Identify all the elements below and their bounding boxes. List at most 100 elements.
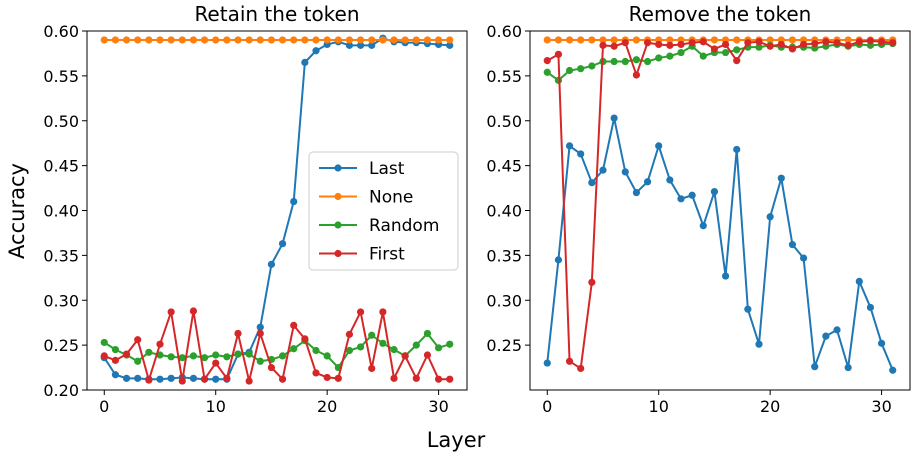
data-point-none bbox=[301, 36, 309, 44]
data-point-last bbox=[811, 363, 819, 371]
data-point-last bbox=[799, 254, 808, 262]
data-point-first bbox=[688, 39, 696, 47]
data-point-random bbox=[200, 354, 209, 362]
data-point-first bbox=[390, 374, 398, 382]
data-point-random bbox=[721, 48, 730, 57]
data-point-random bbox=[368, 331, 376, 339]
data-point-none bbox=[134, 36, 142, 44]
data-point-last bbox=[744, 305, 752, 313]
data-point-none bbox=[267, 36, 276, 44]
data-point-first bbox=[554, 50, 563, 58]
data-point-none bbox=[390, 36, 398, 44]
data-point-first bbox=[799, 40, 808, 49]
data-point-none bbox=[145, 36, 153, 44]
y-tick-label: 0.40 bbox=[43, 202, 79, 221]
data-point-first bbox=[610, 42, 618, 50]
y-tick-label: 0.55 bbox=[486, 67, 522, 86]
legend-label: Last bbox=[369, 159, 405, 179]
series-line-first bbox=[103, 310, 450, 383]
legend-label: None bbox=[369, 188, 413, 208]
data-point-first bbox=[866, 37, 875, 45]
data-point-last bbox=[122, 374, 131, 382]
y-tick-label: 0.30 bbox=[43, 291, 79, 310]
data-point-last bbox=[256, 323, 264, 331]
data-point-random bbox=[565, 66, 574, 75]
data-point-first bbox=[134, 336, 142, 344]
data-point-last bbox=[267, 260, 276, 268]
data-point-first bbox=[543, 57, 551, 65]
y-tick-label: 0.50 bbox=[43, 112, 79, 131]
y-tick-label: 0.50 bbox=[486, 112, 522, 131]
data-point-first bbox=[721, 40, 730, 49]
data-point-first bbox=[267, 363, 276, 372]
plot-area: 0 10 20 30 0.25 0.30 0.35 0.40 0.45 0.50 0.55 0.60 bbox=[486, 22, 897, 416]
data-point-last bbox=[134, 374, 142, 382]
data-point-random bbox=[434, 344, 443, 352]
data-point-first bbox=[379, 308, 387, 316]
data-point-none bbox=[278, 36, 287, 44]
data-point-first bbox=[223, 374, 231, 382]
y-tick-label: 0.40 bbox=[486, 202, 522, 221]
data-point-last bbox=[677, 195, 685, 203]
x-tick-label: 30 bbox=[428, 397, 448, 416]
data-point-random bbox=[134, 357, 142, 365]
legend-box bbox=[308, 151, 459, 271]
data-point-last bbox=[822, 332, 830, 340]
x-tick-label: 0 bbox=[99, 397, 109, 416]
panel-title: Retain the token bbox=[194, 2, 359, 26]
data-point-last bbox=[632, 188, 641, 197]
x-tick-label: 10 bbox=[206, 397, 226, 416]
data-point-none bbox=[788, 36, 797, 44]
data-point-first bbox=[811, 39, 819, 48]
y-tick-label: 0.25 bbox=[43, 336, 79, 355]
data-point-random bbox=[588, 62, 596, 70]
data-point-random bbox=[256, 357, 264, 365]
plot-area: 0 10 20 30 0.20 0.25 0.30 0.35 0.40 0.45 0.50 0.55 0… bbox=[43, 22, 454, 416]
data-point-none bbox=[111, 36, 120, 44]
data-point-first bbox=[877, 38, 886, 46]
data-point-first bbox=[178, 377, 186, 385]
data-point-first bbox=[156, 340, 164, 348]
legend-marker bbox=[334, 164, 342, 172]
data-point-first bbox=[766, 42, 774, 50]
data-point-first bbox=[733, 57, 741, 65]
data-point-last bbox=[666, 176, 674, 184]
data-point-random bbox=[655, 54, 663, 62]
data-point-random bbox=[145, 348, 153, 356]
data-point-last bbox=[889, 366, 897, 374]
data-point-random bbox=[278, 352, 287, 360]
x-tick-label: 20 bbox=[760, 397, 780, 416]
data-point-none bbox=[189, 36, 198, 44]
data-point-first bbox=[643, 39, 652, 47]
data-point-last bbox=[577, 150, 585, 158]
legend-marker bbox=[334, 249, 342, 258]
data-point-last bbox=[301, 58, 309, 67]
data-point-last bbox=[368, 41, 376, 49]
data-point-random bbox=[733, 46, 741, 54]
data-point-first bbox=[677, 40, 685, 49]
panel-remove: Remove the token 0 10 20 30 0.25 0.30 0.35 0.40… bbox=[486, 2, 911, 416]
data-point-last bbox=[356, 41, 365, 49]
data-point-none bbox=[212, 36, 220, 44]
data-point-none bbox=[412, 36, 420, 44]
data-point-random bbox=[621, 57, 629, 66]
data-point-random bbox=[543, 68, 551, 76]
data-point-first bbox=[345, 330, 354, 338]
data-point-first bbox=[699, 38, 707, 46]
data-point-last bbox=[866, 303, 875, 312]
data-point-last bbox=[554, 256, 563, 264]
data-point-last bbox=[844, 363, 852, 372]
data-point-none bbox=[290, 36, 298, 44]
data-point-first bbox=[788, 45, 797, 53]
data-point-random bbox=[643, 57, 652, 66]
data-point-none bbox=[710, 36, 719, 44]
data-point-first bbox=[655, 40, 663, 49]
data-point-first bbox=[312, 369, 320, 377]
data-point-last bbox=[610, 114, 618, 122]
data-point-none bbox=[368, 36, 376, 44]
data-point-last bbox=[312, 47, 320, 55]
data-point-none bbox=[766, 36, 774, 44]
y-tick-label: 0.60 bbox=[486, 22, 522, 41]
data-point-random bbox=[323, 352, 331, 360]
x-tick-label: 10 bbox=[649, 397, 669, 416]
